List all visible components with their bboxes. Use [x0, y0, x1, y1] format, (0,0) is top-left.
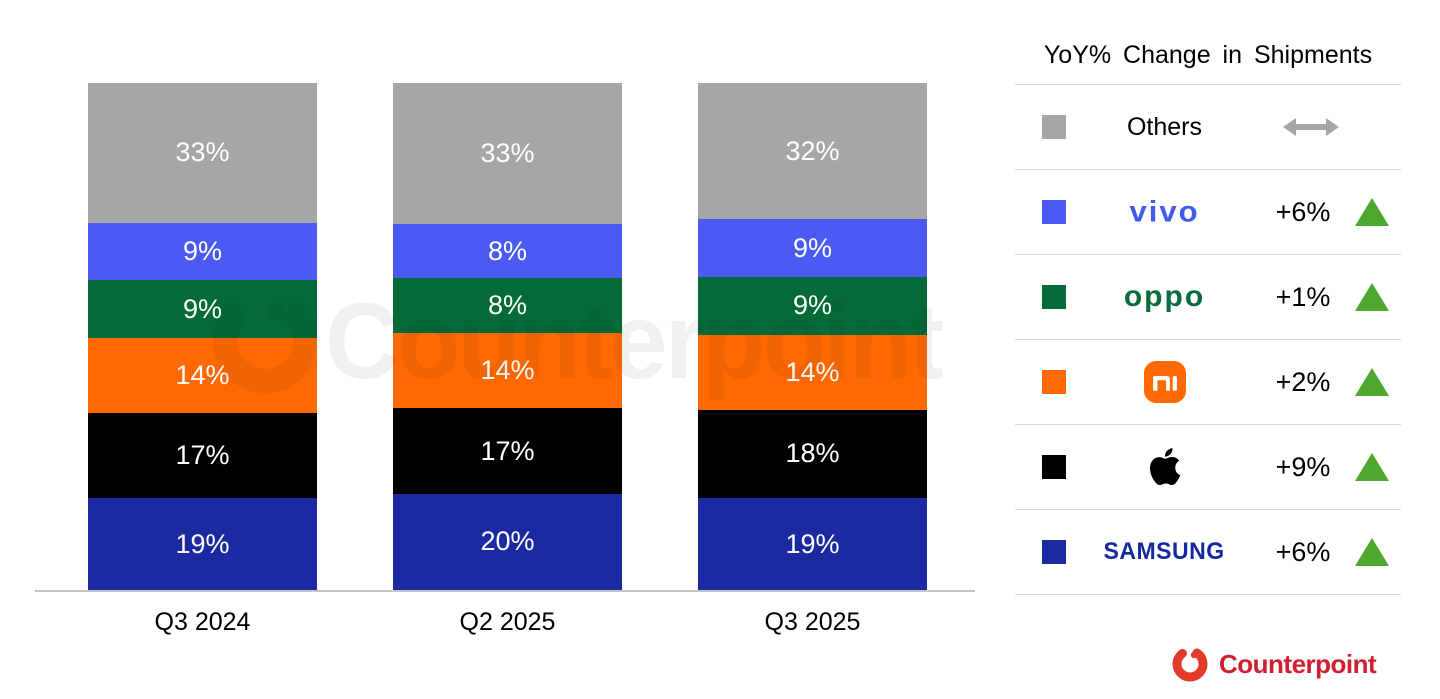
segment-oppo: 9% [88, 280, 317, 339]
segment-others: 32% [698, 83, 927, 220]
segment-value-label: 9% [182, 236, 223, 267]
segment-value-label: 14% [175, 360, 230, 391]
oppo-change: +1% [1275, 281, 1331, 312]
legend-row-oppo: oppo +1% [1015, 255, 1401, 340]
oppo-swatch [1042, 285, 1066, 309]
up-triangle-icon [1355, 538, 1389, 566]
vivo-change: +6% [1275, 196, 1331, 227]
plot-area: 33% 9% 9% 14% 17% 19% Q3 2024 33% 8% 8% 14% 17% 20% Q… [35, 0, 975, 660]
legend-row-xiaomi: +2% [1015, 340, 1401, 425]
segment-value-label: 19% [785, 528, 840, 559]
counterpoint-logo-text: Counterpoint [1219, 648, 1377, 679]
counterpoint-logo: Counterpoint [1170, 644, 1377, 684]
x-axis-label: Q2 2025 [459, 608, 556, 636]
segment-oppo: 9% [698, 277, 927, 335]
apple-logo-icon [1149, 448, 1180, 486]
segment-value-label: 33% [175, 137, 230, 168]
legend-row-apple: +9% [1015, 425, 1401, 510]
legend-row-vivo: vivo +6% [1015, 170, 1401, 255]
segment-value-label: 9% [182, 293, 223, 324]
segment-samsung: 20% [393, 493, 622, 590]
segment-value-label: 8% [487, 235, 528, 266]
others-swatch [1042, 115, 1066, 139]
segment-value-label: 9% [792, 290, 833, 321]
xiaomi-mi-logo-icon [1143, 361, 1186, 403]
segment-vivo: 9% [88, 222, 317, 281]
legend: YoY% Change in Shipments Others vivo +6%… [1015, 26, 1401, 595]
legend-row-others: Others [1015, 85, 1401, 170]
segment-value-label: 9% [792, 232, 833, 263]
segment-value-label: 14% [480, 355, 535, 386]
segment-value-label: 17% [175, 440, 230, 471]
segment-apple: 17% [88, 413, 317, 499]
xiaomi-change: +2% [1275, 366, 1331, 397]
stacked-bar-q3-2024: 33% 9% 9% 14% 17% 19% [88, 83, 317, 591]
stacked-bar-q3-2025: 32% 9% 9% 14% 18% 19% [698, 83, 927, 591]
segment-value-label: 32% [785, 135, 840, 166]
segment-value-label: 14% [785, 356, 840, 387]
segment-apple: 17% [393, 408, 622, 494]
counterpoint-logo-icon [1172, 646, 1208, 682]
segment-value-label: 20% [480, 526, 535, 557]
apple-swatch [1042, 455, 1066, 479]
segment-others: 33% [393, 83, 622, 224]
apple-change: +9% [1275, 451, 1331, 482]
x-axis-label: Q3 2025 [764, 608, 861, 636]
up-triangle-icon [1355, 198, 1389, 226]
others-label: Others [1126, 112, 1203, 141]
segment-value-label: 17% [480, 435, 535, 466]
segment-value-label: 8% [487, 290, 528, 321]
up-triangle-icon [1355, 453, 1389, 481]
stacked-bar-q2-2025: 33% 8% 8% 14% 17% 20% [393, 83, 622, 590]
flat-change-arrow-icon [1283, 118, 1339, 136]
x-axis-line [35, 590, 975, 592]
vivo-logo: vivo [1129, 194, 1200, 229]
segment-vivo: 8% [393, 223, 622, 279]
samsung-change: +6% [1275, 536, 1331, 567]
xiaomi-swatch [1042, 370, 1066, 394]
x-axis-label: Q3 2024 [154, 608, 251, 636]
up-triangle-icon [1355, 283, 1389, 311]
segment-xiaomi: 14% [393, 333, 622, 409]
segment-oppo: 8% [393, 278, 622, 334]
segment-xiaomi: 14% [698, 334, 927, 410]
segment-samsung: 19% [698, 498, 927, 591]
segment-value-label: 33% [480, 137, 535, 168]
segment-samsung: 19% [88, 498, 317, 591]
samsung-swatch [1042, 540, 1066, 564]
segment-value-label: 18% [785, 438, 840, 469]
segment-value-label: 19% [175, 528, 230, 559]
samsung-logo: SAMSUNG [1103, 538, 1226, 565]
segment-others: 33% [88, 83, 317, 223]
segment-xiaomi: 14% [88, 338, 317, 414]
segment-apple: 18% [698, 409, 927, 499]
oppo-logo: oppo [1123, 280, 1206, 313]
segment-vivo: 9% [698, 219, 927, 278]
up-triangle-icon [1355, 368, 1389, 396]
legend-title: YoY% Change in Shipments [1015, 26, 1401, 85]
legend-row-samsung: SAMSUNG +6% [1015, 510, 1401, 595]
vivo-swatch [1042, 200, 1066, 224]
